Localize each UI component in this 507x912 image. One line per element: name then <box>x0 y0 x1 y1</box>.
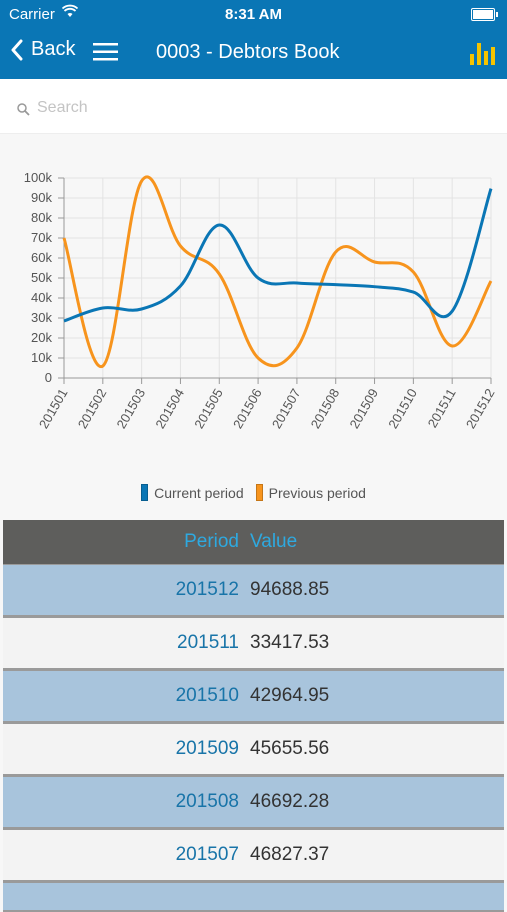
y-tick-label: 20k <box>31 330 52 345</box>
y-tick-label: 10k <box>31 350 52 365</box>
y-tick-label: 0 <box>45 370 52 385</box>
table-row[interactable]: 201511 33417.53 <box>3 617 504 670</box>
back-button[interactable]: Back <box>10 38 75 61</box>
legend-swatch-current <box>141 484 149 501</box>
page-title: 0003 - Debtors Book <box>156 41 340 63</box>
value-cell: 46827.37 <box>250 844 330 865</box>
table-row[interactable]: 201510 42964.95 <box>3 670 504 723</box>
menu-icon[interactable] <box>93 42 118 67</box>
x-tick-label: 201508 <box>308 386 343 431</box>
y-tick-label: 80k <box>31 210 52 225</box>
legend-item-previous[interactable]: Previous period <box>255 484 366 501</box>
series-line-current <box>63 188 493 323</box>
period-cell: 201512 <box>175 579 239 600</box>
x-tick-label: 201510 <box>385 386 420 431</box>
y-tick-label: 70k <box>31 230 52 245</box>
search-bar <box>0 79 507 134</box>
y-tick-label: 50k <box>31 270 52 285</box>
y-tick-label: 90k <box>31 190 52 205</box>
value-cell: 94688.85 <box>250 579 330 600</box>
chart-legend: Current period Previous period <box>0 484 507 501</box>
header-period[interactable]: Period <box>184 531 239 552</box>
x-tick-label: 201501 <box>36 386 71 431</box>
search-icon <box>17 103 30 116</box>
legend-swatch-previous <box>255 484 263 501</box>
series-line-previous <box>62 175 493 368</box>
period-cell: 201509 <box>175 738 239 759</box>
x-tick-label: 201506 <box>230 386 265 431</box>
legend-item-current[interactable]: Current period <box>141 484 244 501</box>
search-input[interactable] <box>35 95 479 121</box>
x-tick-label: 201509 <box>346 386 381 431</box>
x-tick-label: 201502 <box>75 386 110 431</box>
period-cell: 201508 <box>175 791 239 812</box>
table-row[interactable]: 201508 46692.28 <box>3 776 504 829</box>
battery-icon <box>471 8 498 21</box>
x-tick-label: 201511 <box>425 386 459 430</box>
value-cell: 33417.53 <box>250 632 330 653</box>
period-cell: 201511 <box>177 632 239 653</box>
x-tick-label: 201505 <box>191 386 226 431</box>
x-tick-label: 201507 <box>269 386 304 431</box>
x-tick-label: 201504 <box>152 386 187 431</box>
value-cell: 46692.28 <box>250 791 330 812</box>
table-row[interactable]: 201507 46827.37 <box>3 829 504 882</box>
x-tick-label: 201512 <box>463 386 498 431</box>
value-cell: 45655.56 <box>250 738 330 759</box>
y-tick-label: 30k <box>31 310 52 325</box>
status-bar: Carrier 8:31 AM <box>0 0 507 28</box>
data-table: Period Value 201512 94688.85 201511 33417.5… <box>3 520 504 912</box>
y-tick-label: 40k <box>31 290 52 305</box>
table-row[interactable]: 201512 94688.85 <box>3 564 504 617</box>
nav-bar: Back 0003 - Debtors Book <box>0 28 507 79</box>
table-header: Period Value <box>3 520 504 564</box>
table-row[interactable]: 201509 45655.56 <box>3 723 504 776</box>
chevron-left-icon <box>11 39 23 60</box>
header-value[interactable]: Value <box>250 531 298 552</box>
value-cell: 42964.95 <box>250 685 330 706</box>
legend-label-previous: Previous period <box>268 484 366 501</box>
y-tick-label: 60k <box>31 250 52 265</box>
y-tick-label: 100k <box>24 170 53 185</box>
period-cell: 201507 <box>175 844 239 865</box>
x-tick-label: 201503 <box>114 386 149 431</box>
back-label: Back <box>31 38 76 60</box>
bar-chart-icon[interactable] <box>469 40 497 71</box>
status-time: 8:31 AM <box>225 6 282 23</box>
carrier-label: Carrier <box>9 6 55 23</box>
legend-label-current: Current period <box>154 484 244 501</box>
wifi-icon <box>61 4 79 22</box>
period-cell: 201510 <box>175 685 239 706</box>
table-row[interactable] <box>3 882 504 912</box>
